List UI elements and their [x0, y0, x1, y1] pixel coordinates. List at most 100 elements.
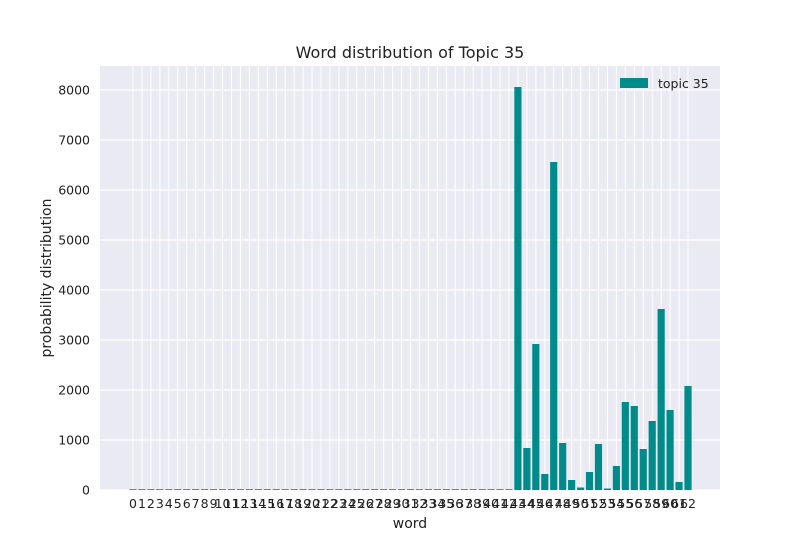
bar-22	[326, 489, 334, 490]
x-tick-label: 35	[438, 496, 454, 511]
bar-47	[550, 162, 558, 490]
bar-0	[129, 489, 137, 490]
bar-40	[487, 489, 495, 490]
x-tick-label: 5	[174, 496, 182, 511]
bar-29	[389, 489, 397, 490]
bar-4	[165, 489, 173, 490]
bar-54	[612, 466, 620, 490]
bar-60	[666, 410, 674, 490]
bar-20	[308, 489, 316, 490]
x-tick-label: 40	[483, 496, 499, 511]
y-tick-label: 5000	[58, 233, 90, 248]
bar-24	[344, 489, 352, 490]
bar-11	[227, 489, 236, 490]
x-tick-label: 52	[591, 496, 607, 511]
bar-44	[523, 448, 531, 490]
x-tick-label: 2	[147, 496, 155, 511]
legend-swatch	[620, 78, 648, 88]
bar-34	[433, 489, 441, 490]
grid-lines	[100, 66, 720, 491]
bar-10	[218, 489, 227, 490]
x-tick-label: 39	[474, 496, 490, 511]
x-tick-label: 23	[331, 496, 347, 511]
y-tick-label: 2000	[58, 383, 90, 398]
x-tick-label: 0	[129, 496, 137, 511]
x-tick-label: 8	[201, 496, 209, 511]
bar-14	[254, 489, 262, 490]
x-tick-label: 17	[277, 496, 293, 511]
bar-28	[380, 489, 388, 490]
x-tick-label: 43	[510, 496, 526, 511]
y-tick-labels: 0 1000 2000 3000 4000 5000 6000 7000 8000	[58, 83, 90, 498]
x-tick-label: 56	[626, 496, 642, 511]
x-tick-label: 27	[367, 496, 383, 511]
x-tick-label: 44	[519, 496, 535, 511]
x-tick-label: 9	[210, 496, 218, 511]
y-tick-label: 6000	[58, 183, 90, 198]
bar-52	[594, 444, 603, 490]
bar-12	[236, 489, 244, 490]
bar-7	[192, 489, 200, 490]
x-tick-label: 49	[564, 496, 580, 511]
x-tick-label: 54	[608, 496, 624, 511]
bar-18	[290, 489, 298, 490]
bar-31	[406, 489, 415, 490]
x-tick-label: 19	[295, 496, 311, 511]
bar-39	[478, 489, 486, 490]
x-tick-label: 57	[635, 496, 651, 511]
x-tick-label: 29	[385, 496, 401, 511]
y-tick-label: 3000	[58, 333, 90, 348]
bar-3	[156, 489, 164, 490]
bar-25	[353, 489, 361, 490]
bar-6	[183, 489, 191, 490]
bar-23	[335, 489, 343, 490]
legend-label: topic 35	[658, 76, 709, 91]
bar-21	[317, 489, 325, 490]
bar-62	[684, 386, 692, 490]
bar-41	[496, 489, 504, 490]
bar-32	[415, 489, 424, 490]
bar-8	[201, 489, 209, 490]
bar-36	[451, 489, 459, 490]
bar-5	[174, 489, 182, 490]
x-tick-label: 32	[411, 496, 427, 511]
x-tick-label: 22	[322, 496, 338, 511]
bar-9	[209, 489, 218, 490]
x-tick-label: 62	[680, 496, 696, 511]
bar-13	[245, 489, 253, 490]
chart-title: Word distribution of Topic 35	[296, 43, 525, 62]
bar-2	[147, 489, 155, 490]
y-tick-label: 0	[82, 483, 90, 498]
x-tick-labels: 0 1 2 3 4 5 6 7 8 9101112131415161718192021222324…	[129, 496, 696, 511]
y-tick-label: 8000	[58, 83, 90, 98]
x-tick-label: 61	[671, 496, 687, 511]
bar-55	[621, 402, 629, 490]
bar-48	[559, 443, 567, 490]
x-tick-label: 41	[492, 496, 508, 511]
x-tick-label: 15	[259, 496, 275, 511]
bar-49	[568, 480, 576, 490]
x-tick-label: 55	[617, 496, 633, 511]
x-tick-label: 25	[349, 496, 365, 511]
x-tick-label: 37	[456, 496, 472, 511]
x-tick-label: 53	[599, 496, 615, 511]
x-tick-label: 6	[183, 496, 191, 511]
x-tick-label: 21	[313, 496, 329, 511]
bar-57	[639, 449, 647, 490]
x-tick-label: 47	[546, 496, 562, 511]
x-tick-label: 14	[250, 496, 266, 511]
bar-61	[675, 482, 683, 490]
bars	[129, 87, 692, 490]
x-tick-label: 16	[268, 496, 284, 511]
x-tick-label: 58	[644, 496, 660, 511]
x-tick-label: 18	[286, 496, 302, 511]
x-tick-label: 4	[165, 496, 173, 511]
bar-33	[424, 489, 432, 490]
bar-37	[460, 489, 468, 490]
x-tick-label: 60	[662, 496, 678, 511]
bar-53	[603, 488, 612, 490]
bar-56	[630, 406, 638, 490]
x-tick-label: 45	[528, 496, 544, 511]
x-tick-label: 36	[447, 496, 463, 511]
x-tick-label: 42	[501, 496, 517, 511]
